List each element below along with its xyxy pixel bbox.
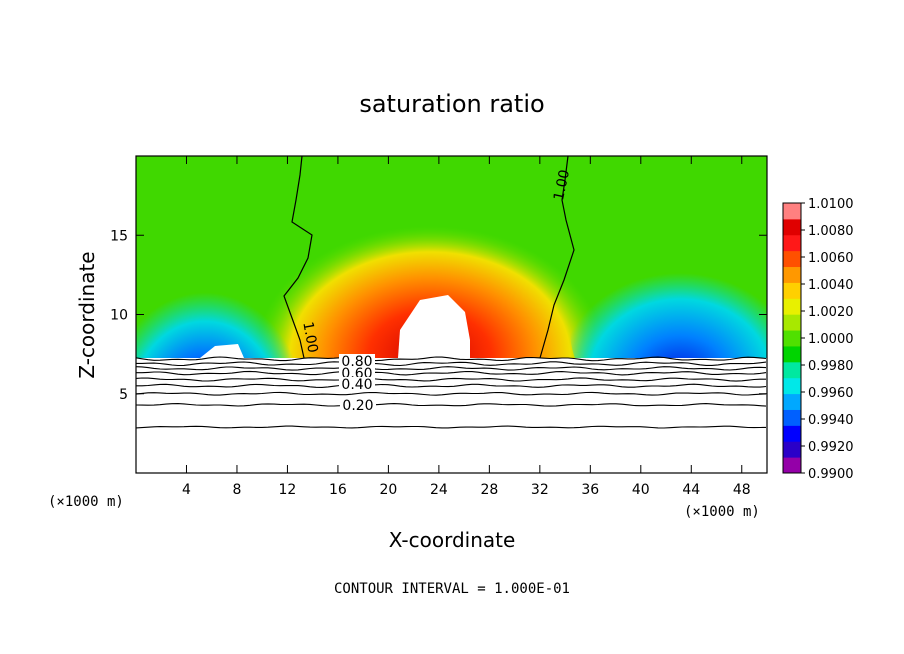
colorbar-swatch (783, 330, 801, 347)
colorbar-swatch (783, 234, 801, 252)
lower-layer (136, 358, 767, 473)
x-tick-label: 24 (430, 482, 448, 498)
colorbar-swatch (783, 409, 801, 426)
y-tick-label: 10 (110, 308, 128, 324)
contour-label: 1.00 (551, 168, 573, 202)
colorbar-swatch (783, 345, 801, 363)
colorbar-swatch (783, 298, 801, 315)
x-tick-label: 28 (480, 482, 498, 498)
heatmap-field (136, 156, 767, 473)
colorbar-swatch (783, 361, 801, 379)
saturated-patch-left (200, 344, 244, 358)
contour-label-backing (339, 366, 375, 380)
contour-line (135, 356, 767, 362)
contour-line-1-00-left (283, 155, 313, 359)
colorbar-swatch (783, 203, 801, 220)
x-tick-label: 20 (379, 482, 397, 498)
x-tick-label: 32 (531, 482, 549, 498)
x-axis-label: X-coordinate (389, 528, 516, 552)
colorbar-label: 0.9900 (808, 467, 854, 482)
x-tick-label: 40 (632, 482, 650, 498)
y-axis-ticks: 5 10 15 (110, 228, 767, 403)
x-axis-ticks: 4 8 12 16 20 24 28 32 36 40 44 48 (182, 156, 751, 498)
colorbar-label: 1.0060 (808, 251, 854, 266)
colorbar-label: 1.0100 (808, 197, 854, 212)
x-tick-label: 16 (329, 482, 347, 498)
x-tick-label: 48 (733, 482, 751, 498)
x-tick-label: 36 (581, 482, 599, 498)
contour-line (135, 403, 767, 407)
y-tick-label: 15 (110, 228, 128, 244)
contour-line (136, 361, 767, 367)
contour-label-backing (339, 354, 375, 368)
contour-line (136, 383, 767, 388)
y-axis-label: Z-coordinate (75, 251, 99, 378)
contour-label-backing (340, 398, 376, 412)
contour-line (135, 366, 767, 371)
colorbar-swatch (783, 377, 801, 395)
colorbar: 1.0100 1.0080 1.0060 1.0040 1.0020 1.0000 0.99… (782, 197, 854, 482)
contour-label: 0.20 (342, 398, 373, 414)
contour-label-backing (339, 377, 375, 391)
saturated-region (398, 295, 470, 358)
colorbar-label: 0.9920 (808, 440, 854, 455)
colorbar-swatch (783, 314, 801, 331)
x-tick-label: 4 (182, 482, 191, 498)
colorbar-label: 0.9980 (808, 359, 854, 374)
x-tick-label: 8 (232, 482, 241, 498)
x-tick-label: 12 (279, 482, 297, 498)
colorbar-label: 1.0080 (808, 224, 854, 239)
colorbar-swatch (783, 441, 801, 458)
colorbar-label: 1.0040 (808, 278, 854, 293)
contour-line (135, 391, 767, 396)
colorbar-swatch (783, 218, 801, 236)
colorbar-label: 1.0020 (808, 305, 854, 320)
x-unit-right: (×1000 m) (684, 504, 760, 520)
contour-label: 1.00 (299, 321, 320, 354)
contour-line-1-00-right (539, 155, 575, 359)
colorbar-label: 0.9960 (808, 386, 854, 401)
colorbar-label: 1.0000 (808, 332, 854, 347)
contour-label: 0.40 (341, 377, 372, 393)
colorbar-swatch (783, 282, 801, 299)
chart-title: saturation ratio (359, 90, 544, 118)
contour-line (136, 370, 767, 376)
colorbar-swatch (783, 457, 801, 474)
contour-line (135, 377, 766, 382)
colorbar-swatch (783, 250, 801, 268)
y-tick-label: 5 (119, 387, 128, 403)
contour-line (135, 425, 767, 429)
colorbar-swatch (783, 425, 801, 442)
x-tick-label: 44 (682, 482, 700, 498)
colorbar-swatch (783, 266, 801, 283)
colorbar-swatch (783, 393, 801, 410)
contour-lines: 1.001.000.800.600.400.20 (135, 155, 767, 429)
colorbar-label: 0.9940 (808, 413, 854, 428)
contour-interval-note: CONTOUR INTERVAL = 1.000E-01 (334, 581, 570, 597)
x-unit-left: (×1000 m) (48, 494, 124, 510)
